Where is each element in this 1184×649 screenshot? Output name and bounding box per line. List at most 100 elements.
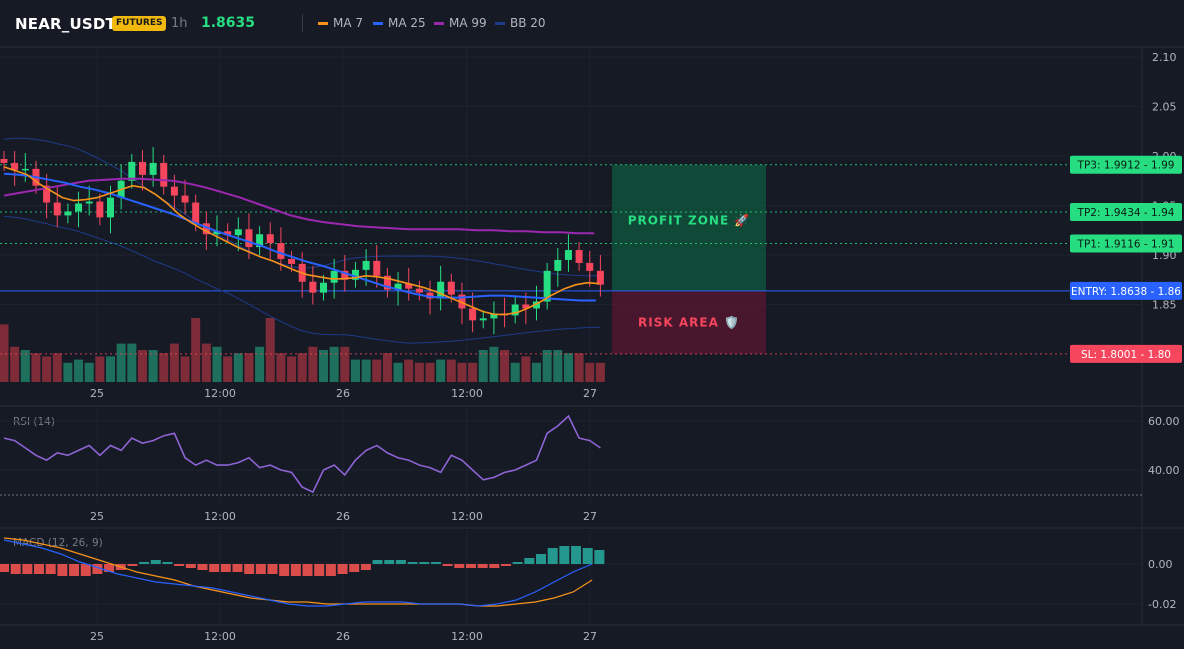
volume-bar [425, 362, 435, 382]
level-tag-tp3 [1070, 155, 1182, 174]
macd-hist-bar [92, 564, 103, 574]
level-tag-text-tp2: TP2: 1.9434 - 1.94 [1077, 207, 1175, 219]
volume-bar [500, 350, 510, 382]
volume-bar [244, 353, 254, 382]
candle-body [149, 162, 157, 175]
symbol-title[interactable]: NEAR_USDT [15, 15, 116, 33]
macd-hist-bar [267, 564, 278, 574]
volume-bar [319, 350, 328, 382]
candle-body [469, 308, 477, 321]
candle-body [522, 304, 530, 309]
candle-body [320, 282, 327, 293]
candle-body [309, 281, 317, 293]
level-tag-tp2 [1070, 203, 1182, 222]
volume-bar [446, 359, 456, 382]
volume-bar [574, 353, 584, 382]
ma7-line [3, 166, 600, 316]
time-tick-label: 26 [336, 510, 350, 523]
legend-ma7[interactable]: MA 7 [318, 16, 363, 30]
macd-hist-bar [384, 560, 395, 564]
macd-hist-bar [571, 546, 582, 564]
candle-body [0, 158, 8, 163]
volume-bar [63, 362, 73, 382]
volume-bar [489, 346, 499, 382]
candle-body [128, 161, 136, 181]
candle-body [373, 260, 381, 276]
volume-bar [468, 362, 478, 382]
timeframe-label[interactable]: 1h [171, 16, 188, 31]
level-tag-sl [1070, 344, 1182, 363]
candle-body [554, 259, 562, 271]
volume-bar [180, 356, 190, 382]
legend-ma25[interactable]: MA 25 [373, 16, 426, 30]
macd-hist-bar [57, 564, 68, 576]
macd-hist-bar [360, 564, 371, 570]
macd-hist-bar [547, 548, 558, 564]
candle-body [96, 201, 104, 218]
volume-bar [361, 359, 371, 382]
macd-hist-bar [185, 564, 196, 568]
level-tag-text-sl: SL: 1.8001 - 1.80 [1081, 349, 1171, 361]
candle-body [213, 231, 221, 235]
legend-ma99[interactable]: MA 99 [434, 16, 487, 30]
candle-body [11, 162, 19, 170]
volume-bar [148, 350, 158, 382]
volume-bar [276, 353, 286, 382]
volume-bar [201, 343, 211, 382]
volume-bar [478, 350, 488, 382]
risk-zone-label: RISK AREA 🛡️ [638, 315, 740, 329]
candle-body [43, 185, 51, 203]
candle-body [245, 229, 253, 248]
candle-body [64, 211, 72, 216]
macd-title: MACD (12, 26, 9) [13, 537, 103, 549]
time-tick-label: 12:00 [204, 387, 236, 400]
ma25-line [3, 172, 596, 302]
time-tick-label: 25 [90, 630, 104, 643]
candle-body [405, 283, 413, 289]
volume-bar [74, 359, 84, 382]
volume-bar [585, 362, 595, 382]
legend-bb20[interactable]: BB 20 [495, 16, 546, 30]
candle-body [490, 313, 498, 319]
candle-body [256, 234, 264, 248]
candle-body [596, 270, 604, 285]
macd-hist-bar [395, 560, 406, 564]
legend-swatch-ma99 [434, 21, 444, 25]
level-tag-tp1 [1070, 234, 1182, 253]
candle-body [447, 281, 455, 295]
macd-hist-bar [477, 564, 488, 568]
volume-bar [137, 350, 147, 382]
candle-body [330, 270, 338, 283]
macd-hist-bar [302, 564, 313, 576]
macd-hist-bar [45, 564, 56, 574]
macd-hist-bar [197, 564, 208, 570]
macd-hist-bar [442, 564, 453, 566]
bb-lower-line [3, 215, 601, 344]
candle-body [394, 283, 402, 290]
volume-bar [436, 359, 446, 382]
macd-tick-label: 0.00 [1148, 558, 1173, 571]
volume-bar [372, 359, 382, 382]
time-tick-label: 12:00 [451, 510, 483, 523]
macd-hist-bar [407, 562, 418, 564]
time-tick-label: 12:00 [451, 387, 483, 400]
macd-hist-bar [489, 564, 500, 568]
candle-body [85, 201, 93, 204]
level-tag-text-tp1: TP1: 1.9116 - 1.91 [1077, 239, 1175, 251]
candle-body [415, 288, 423, 293]
macd-hist-bar [419, 562, 430, 564]
macd-hist-bar [465, 564, 476, 568]
macd-hist-bar [80, 564, 91, 576]
macd-tick-label: -0.02 [1148, 598, 1176, 611]
legend-swatch-ma25 [373, 21, 383, 25]
candle-body [351, 269, 359, 280]
volume-bar [297, 353, 307, 382]
volume-bar [95, 356, 105, 382]
legend-label-bb20: BB 20 [510, 16, 546, 30]
volume-bar [42, 356, 52, 382]
legend-swatch-bb20 [495, 21, 505, 25]
chart-header: NEAR_USDT FUTURES 1h 1.8635 MA 7 MA 25 M… [0, 0, 1184, 47]
candle-body [543, 270, 551, 302]
time-tick-label: 27 [583, 630, 597, 643]
